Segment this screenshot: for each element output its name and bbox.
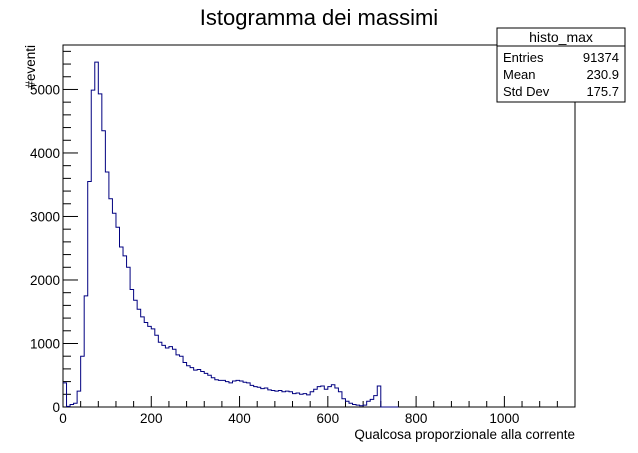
- stats-box: histo_max Entries 91374 Mean 230.9 Std D…: [496, 27, 626, 103]
- stats-box-frame: [496, 27, 626, 103]
- y-tick-label: 5000: [30, 82, 60, 97]
- y-axis-label: #eventi: [23, 45, 38, 89]
- y-axis: 0 1000 2000 3000 4000 5000: [30, 50, 78, 415]
- x-tick-label: 0: [59, 411, 67, 426]
- y-tick-label: 4000: [30, 146, 60, 161]
- plot-frame: [62, 44, 576, 408]
- x-tick-label: 200: [140, 411, 163, 426]
- y-tick-label: 2000: [30, 273, 60, 288]
- x-tick-label: 400: [228, 411, 251, 426]
- stats-entries-label: Entries: [503, 50, 544, 65]
- stats-mean-value: 230.9: [586, 67, 619, 82]
- chart-title: Istogramma dei massimi: [200, 5, 438, 30]
- x-tick-label: 600: [317, 411, 340, 426]
- histogram-line: [63, 61, 399, 408]
- y-tick-label: 0: [52, 400, 60, 415]
- stats-stddev-value: 175.7: [586, 84, 619, 99]
- stats-stddev-label: Std Dev: [503, 84, 550, 99]
- stats-entries-value: 91374: [583, 50, 619, 65]
- stats-box-title: histo_max: [529, 29, 593, 45]
- x-axis: 0 200 400 600 800 1000: [59, 396, 576, 426]
- x-axis-label: Qualcosa proporzionale alla corrente: [354, 427, 575, 442]
- stats-mean-label: Mean: [503, 67, 536, 82]
- y-tick-label: 3000: [30, 209, 60, 224]
- x-tick-label: 1000: [489, 411, 519, 426]
- y-tick-label: 1000: [30, 336, 60, 351]
- x-tick-label: 800: [405, 411, 428, 426]
